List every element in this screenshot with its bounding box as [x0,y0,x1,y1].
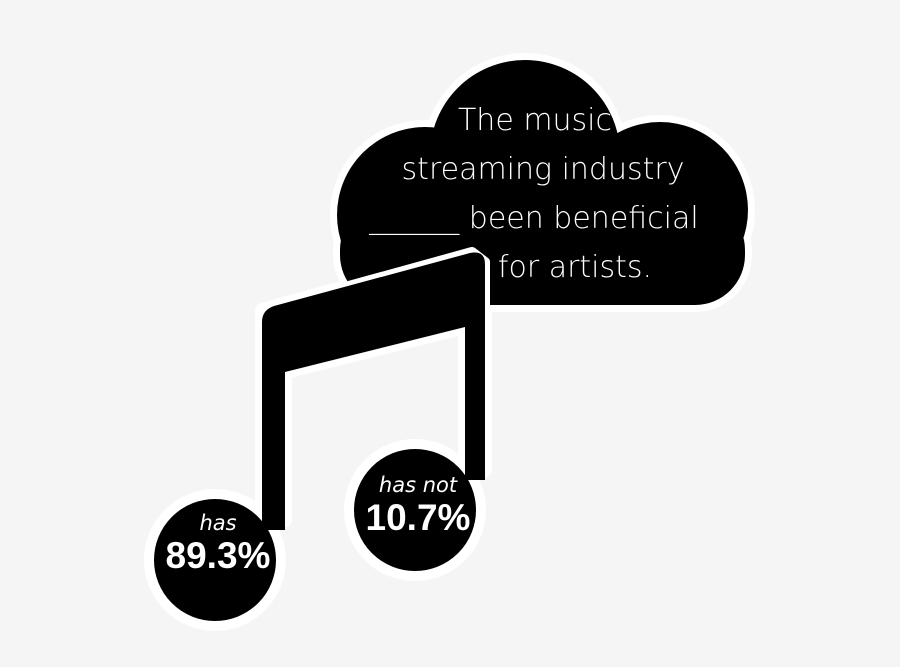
music-note-icon [148,252,485,627]
question-line-4: for artists. [498,250,652,285]
question-line-1: The music [458,103,612,138]
answer-has-not-label: has not [379,473,458,497]
answer-has-value: 89.3% [166,535,271,576]
question-line-2: streaming industry [402,152,685,187]
question-text: The music streaming industry ______ been… [368,103,698,285]
answer-has: has 89.3% [166,511,271,576]
answer-has-not: has not 10.7% [366,473,471,538]
answer-has-not-value: 10.7% [366,497,471,538]
question-line-3: ______ been beneficial [368,201,698,236]
answer-has-label: has [199,511,236,535]
